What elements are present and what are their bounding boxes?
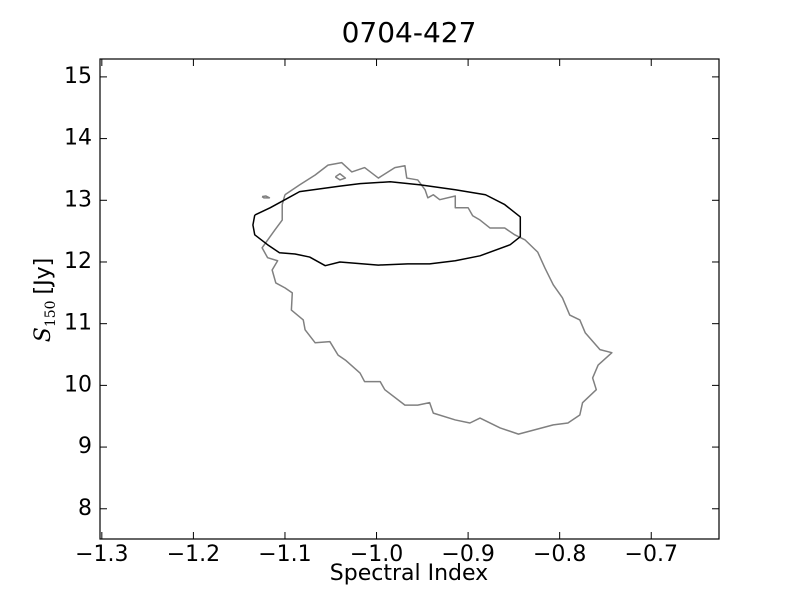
x-tick-label: −1.2 [167,542,220,567]
x-tick-label: −0.9 [441,542,494,567]
y-tick-label: 12 [64,249,92,274]
contour-line [261,161,613,435]
y-tick-label: 10 [64,372,92,397]
y-tick-label: 8 [78,496,92,521]
y-label-subscript: 150 [43,300,59,327]
y-tick-label: 11 [64,311,92,336]
y-label-symbol: S [31,327,56,342]
y-tick-label: 9 [78,434,92,459]
contour-line [252,181,522,267]
x-tick-label: −0.8 [533,542,586,567]
plot-area: −1.3 −1.2 −1.1 −1.0 −0.9 −0.8 −0.7 8 9 10 11 12 13 14… [64,59,719,567]
x-tick-label: −1.3 [75,542,128,567]
y-tick-label: 15 [64,64,92,89]
x-axis-label: Spectral Index [330,561,488,586]
y-tick-label: 14 [64,126,92,151]
x-tick-label: −1.1 [258,542,311,567]
y-axis-label: S150 [Jy] [31,258,59,343]
y-tick-label: 13 [64,187,92,212]
chart-title: 0704-427 [342,16,477,49]
y-label-unit: [Jy] [31,258,56,295]
axes-frame [99,58,720,540]
x-tick-label: −0.7 [625,542,678,567]
x-tick-label: −1.0 [350,542,403,567]
